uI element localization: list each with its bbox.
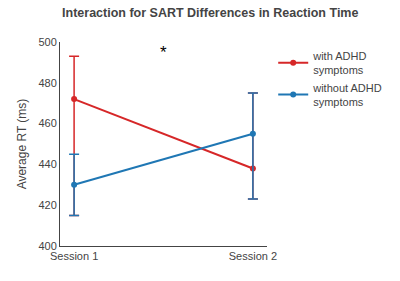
svg-text:420: 420 — [38, 199, 56, 211]
svg-text:*: * — [160, 43, 167, 62]
svg-text:Session 1: Session 1 — [50, 250, 98, 262]
svg-text:460: 460 — [38, 117, 56, 129]
svg-text:480: 480 — [38, 77, 56, 89]
svg-text:500: 500 — [38, 36, 56, 48]
svg-text:440: 440 — [38, 158, 56, 170]
svg-text:Interaction for SART Differenc: Interaction for SART Differences in Reac… — [62, 6, 358, 20]
svg-text:with ADHDsymptoms: with ADHDsymptoms — [312, 50, 366, 76]
svg-text:400: 400 — [38, 240, 56, 252]
svg-text:Session 2: Session 2 — [229, 250, 277, 262]
svg-text:Average RT (ms): Average RT (ms) — [15, 99, 29, 190]
svg-text:without ADHDsymptoms: without ADHDsymptoms — [312, 82, 382, 108]
